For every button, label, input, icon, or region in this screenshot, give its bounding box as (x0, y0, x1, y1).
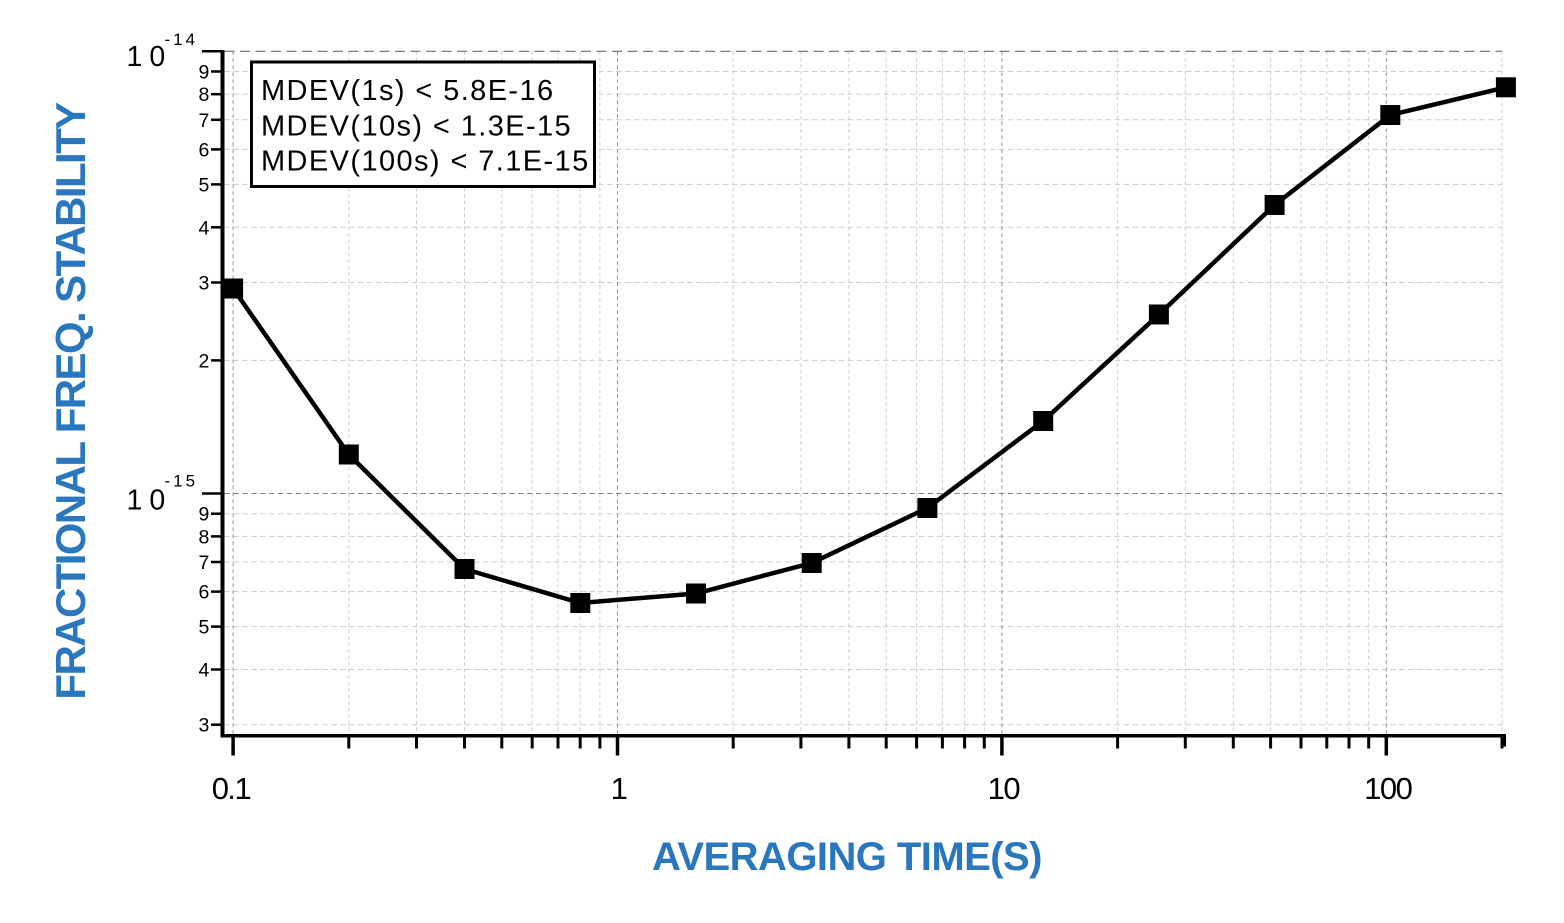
svg-text:4: 4 (198, 217, 209, 239)
svg-text:9: 9 (198, 504, 209, 526)
svg-text:10: 10 (988, 771, 1021, 806)
svg-text:6: 6 (198, 582, 209, 604)
svg-text:AVERAGING TIME(S): AVERAGING TIME(S) (652, 835, 1042, 879)
svg-text:MDEV(1s) < 5.8E-16: MDEV(1s) < 5.8E-16 (261, 75, 555, 107)
svg-text:0.1: 0.1 (212, 771, 251, 806)
svg-text:FRACTIONAL FREQ. STABILITY: FRACTIONAL FREQ. STABILITY (47, 102, 94, 700)
svg-text:-15: -15 (165, 471, 199, 490)
svg-text:MDEV(100s) < 7.1E-15: MDEV(100s) < 7.1E-15 (261, 146, 590, 178)
svg-text:10: 10 (127, 41, 173, 73)
svg-text:7: 7 (198, 110, 209, 132)
svg-text:-14: -14 (165, 30, 199, 49)
svg-text:6: 6 (198, 139, 209, 161)
svg-text:8: 8 (198, 84, 209, 106)
svg-text:4: 4 (198, 660, 209, 682)
svg-text:3: 3 (198, 273, 209, 295)
svg-text:9: 9 (198, 62, 209, 84)
svg-text:7: 7 (198, 552, 209, 574)
svg-text:5: 5 (198, 174, 209, 196)
svg-text:100: 100 (1364, 771, 1412, 806)
svg-text:3: 3 (198, 715, 209, 737)
svg-text:2: 2 (198, 350, 209, 372)
svg-text:1: 1 (611, 771, 627, 806)
svg-text:10: 10 (127, 484, 173, 516)
svg-text:MDEV(10s) < 1.3E-15: MDEV(10s) < 1.3E-15 (261, 110, 572, 142)
svg-text:8: 8 (198, 526, 209, 548)
svg-text:5: 5 (198, 617, 209, 639)
